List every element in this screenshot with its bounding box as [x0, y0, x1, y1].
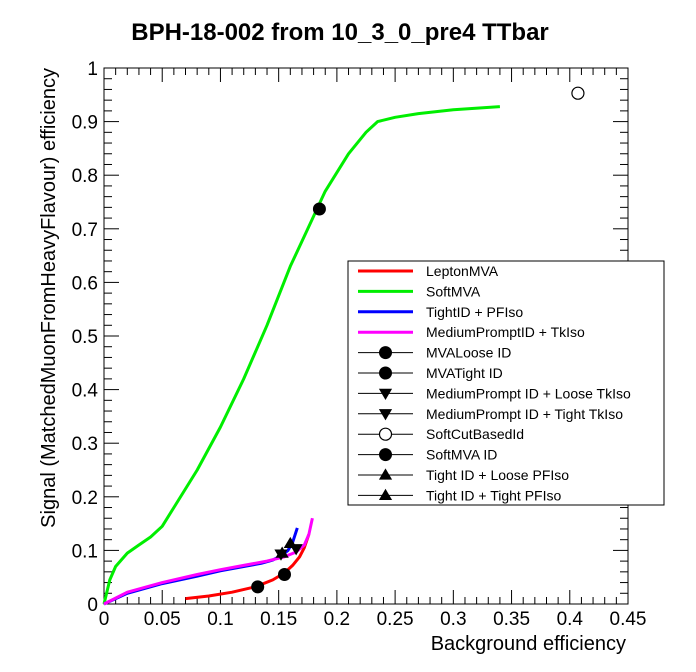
x-tick-label: 0 [99, 609, 110, 630]
y-tick-label: 0.1 [72, 541, 98, 562]
legend-box [347, 260, 665, 506]
y-tick-label: 0.9 [72, 113, 98, 134]
legend-entry-mvaloose-id-swatch-marker [379, 346, 392, 360]
x-tick-label: 0.4 [557, 609, 584, 630]
legend-entry-softmva-id-swatch-marker [379, 448, 392, 462]
y-tick-label: 0.2 [72, 488, 98, 509]
y-axis-title: Signal (MatchedMuonFromHeavyFlavour) eff… [38, 68, 60, 528]
legend: LeptonMVA SoftMVA TightID + PFIso MediumPro… [347, 260, 665, 506]
y-tick-label: 0.8 [72, 166, 98, 187]
legend-entry-mvatight-id-label: MVATight ID [426, 365, 503, 381]
series-tight-id-loose-pfiso-marker [283, 536, 297, 549]
chart-title: BPH-18-002 from 10_3_0_pre4 TTbar [131, 19, 549, 46]
marker-layer [251, 86, 585, 594]
legend-entry-softcutbasedid-label: SoftCutBasedId [426, 426, 524, 442]
series-softmva-line [102, 105, 501, 605]
legend-entry-leptonmva-label: LeptonMVA [426, 263, 499, 279]
legend-entry-tight-id-tight-pfiso-label: Tight ID + Tight PFIso [426, 487, 561, 503]
x-tick-label: 0.2 [324, 609, 350, 630]
legend-entry-tight-id-tight-pfiso-swatch-marker [378, 488, 393, 501]
legend-entry-mediumprompt-id-loose-tkiso-swatch-marker [378, 388, 393, 400]
legend-entry-softmva-label: SoftMVA [426, 283, 481, 299]
legend-entry-mvaloose-id-label: MVALoose ID [426, 345, 511, 361]
y-tick-label: 0.6 [72, 273, 98, 294]
y-tick-label: 1 [87, 59, 98, 80]
x-tick-label: 0.3 [440, 609, 466, 630]
legend-entry-softmva-id-label: SoftMVA ID [426, 447, 497, 463]
y-tick-label: 0 [87, 595, 98, 616]
legend-entry-tight-id-loose-pfiso-swatch-marker [378, 468, 393, 480]
series-mvaloose-id-marker [277, 568, 291, 582]
series-layer [102, 105, 501, 606]
legend-entry-mediumprompt-id-tight-tkiso-swatch-marker [378, 409, 393, 421]
series-softmva-id-marker [312, 202, 326, 216]
x-tick-label: 0.25 [377, 609, 414, 630]
y-tick-label: 0.5 [72, 327, 98, 348]
y-tick-label: 0.7 [72, 220, 98, 241]
x-tick-label: 0.1 [207, 609, 233, 630]
series-tight-id-tight-pfiso-marker [275, 546, 289, 558]
x-tick-label: 0.05 [144, 609, 181, 630]
legend-entry-tightid-pfiso-label: TightID + PFIso [426, 304, 523, 320]
legend-entry-mvatight-id-swatch-marker [379, 366, 392, 380]
x-tick-label: 0.35 [493, 609, 530, 630]
y-tick-label: 0.3 [72, 434, 98, 455]
legend-entry-mediumprompt-id-tight-tkiso-label: MediumPrompt ID + Tight TkIso [426, 406, 623, 422]
legend-entry-softcutbasedid-swatch-marker [378, 427, 393, 441]
x-tick-label: 0.45 [610, 609, 647, 630]
series-mvatight-id-marker [251, 580, 265, 594]
legend-entry-mediumprompt-id-loose-tkiso-label: MediumPrompt ID + Loose TkIso [426, 385, 631, 401]
series-mediumpromptid-tkiso-line [103, 517, 314, 606]
legend-entry-mediumpromptid-tkiso-label: MediumPromptID + TkIso [426, 324, 585, 340]
x-axis-title: Background efficiency [431, 633, 626, 655]
series-softcutbasedid-marker [571, 86, 585, 100]
y-tick-label: 0.4 [72, 381, 99, 402]
x-tick-label: 0.15 [260, 609, 297, 630]
legend-entry-tight-id-loose-pfiso-label: Tight ID + Loose PFIso [426, 467, 569, 483]
